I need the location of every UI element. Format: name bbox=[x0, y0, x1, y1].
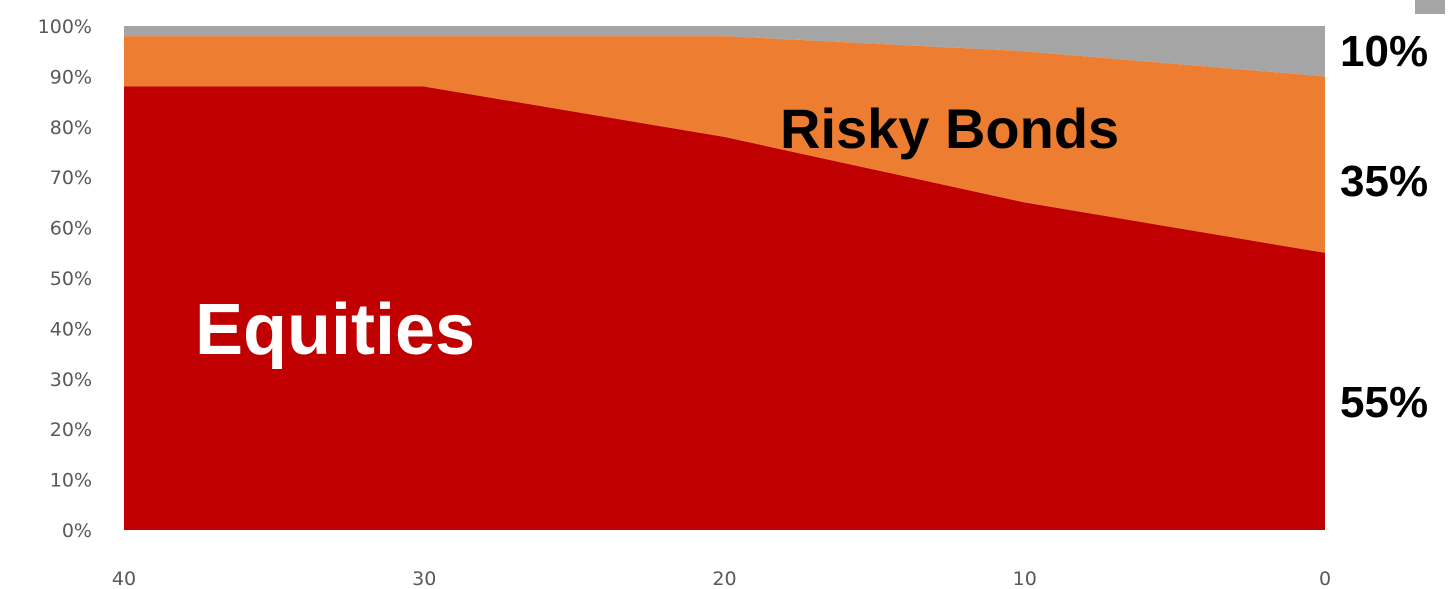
end-label-other: 10% bbox=[1340, 27, 1428, 76]
other-series-swatch bbox=[1415, 0, 1445, 14]
x-axis: 40 30 20 10 0 bbox=[112, 568, 1331, 589]
series-other-area bbox=[124, 26, 1325, 77]
risky-bonds-area-label: Risky Bonds bbox=[780, 97, 1119, 160]
y-tick-label: 50% bbox=[50, 268, 92, 290]
y-tick-label: 70% bbox=[50, 167, 92, 189]
x-tick-label: 30 bbox=[412, 568, 436, 589]
end-label-equities: 55% bbox=[1340, 378, 1428, 427]
y-tick-label: 100% bbox=[38, 16, 92, 38]
y-axis: 0% 10% 20% 30% 40% 50% 60% 70% 80% 90% 100% bbox=[38, 16, 92, 542]
x-tick-label: 20 bbox=[712, 568, 736, 589]
y-tick-label: 20% bbox=[50, 419, 92, 441]
chart-areas bbox=[124, 26, 1325, 530]
y-tick-label: 60% bbox=[50, 218, 92, 240]
y-tick-label: 40% bbox=[50, 318, 92, 340]
y-tick-label: 80% bbox=[50, 117, 92, 139]
series-risky-bonds-area bbox=[124, 36, 1325, 253]
x-tick-label: 0 bbox=[1319, 568, 1331, 589]
series-equities-area bbox=[124, 86, 1325, 530]
x-tick-label: 40 bbox=[112, 568, 136, 589]
y-tick-label: 90% bbox=[50, 66, 92, 88]
equities-area-label: Equities bbox=[195, 290, 475, 370]
y-tick-label: 0% bbox=[62, 520, 92, 542]
y-tick-label: 30% bbox=[50, 369, 92, 391]
end-label-risky-bonds: 35% bbox=[1340, 157, 1428, 206]
x-tick-label: 10 bbox=[1013, 568, 1037, 589]
y-tick-label: 10% bbox=[50, 470, 92, 492]
